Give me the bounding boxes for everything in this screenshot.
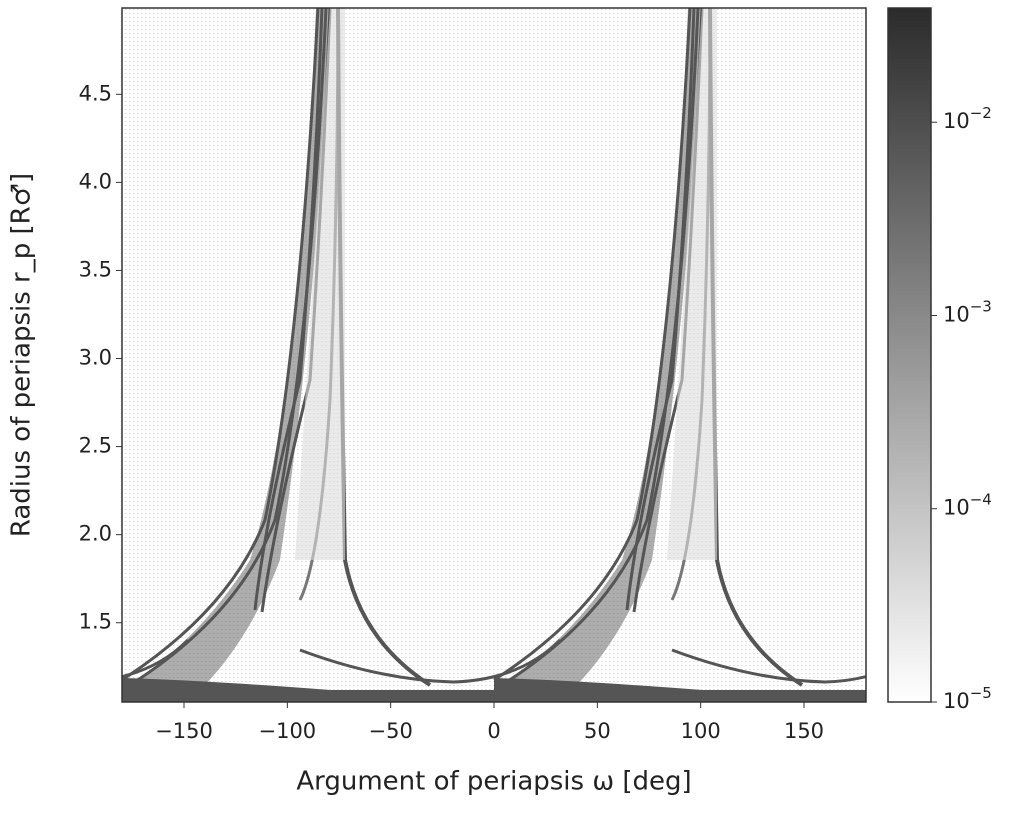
colorbar-tick-label: 10−4	[943, 490, 992, 520]
x-tick-label: 100	[681, 719, 721, 743]
x-tick-label: 0	[487, 719, 500, 743]
y-tick-label: 2.0	[79, 522, 112, 546]
colorbar-tick-label: 10−2	[943, 104, 992, 133]
x-tick-label: −150	[155, 719, 213, 743]
x-tick-label: 150	[784, 719, 824, 743]
y-tick-label: 1.5	[79, 610, 112, 634]
y-tick-label: 4.0	[79, 169, 112, 193]
y-axis-label: Radius of periapsis r_p [R♂]	[7, 173, 37, 537]
x-tick-label: −100	[258, 719, 316, 743]
y-tick-label: 2.5	[79, 434, 112, 458]
x-tick-label: 50	[584, 719, 611, 743]
colorbar-tick-label: 10−3	[943, 297, 992, 327]
x-tick-label: −50	[369, 719, 413, 743]
y-tick-label: 3.5	[79, 257, 112, 281]
colorbar	[887, 7, 932, 703]
x-axis-label: Argument of periapsis ω [deg]	[296, 767, 691, 797]
y-tick-label: 4.5	[79, 81, 112, 105]
colorbar-tick-label: 10−5	[943, 684, 992, 714]
y-tick-label: 3.0	[79, 346, 112, 370]
